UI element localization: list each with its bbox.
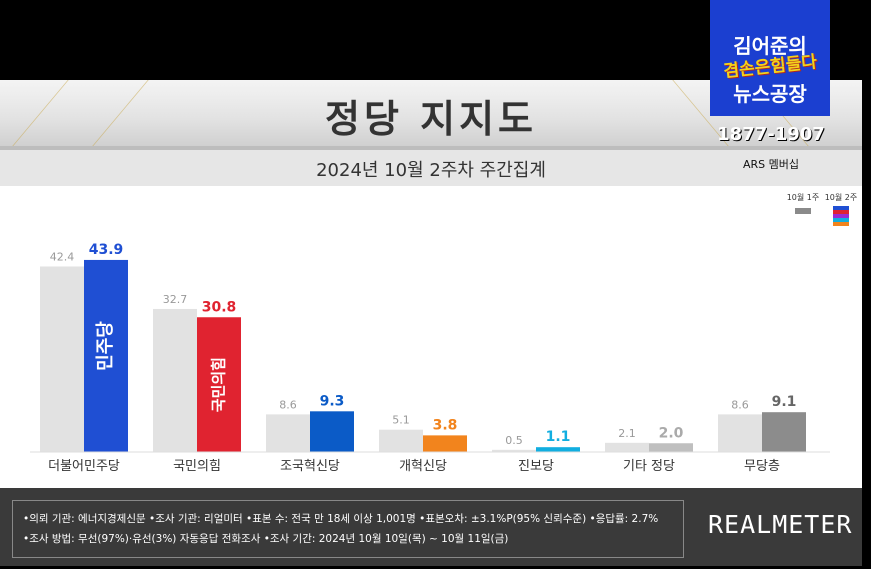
legend-swatch-cur-4 — [833, 222, 849, 226]
bar-cur-6 — [762, 412, 806, 452]
survey-info: •의뢰 기관: 에너지경제신문 •조사 기관: 리얼미터 •표본 수: 전국 만… — [12, 500, 684, 558]
legend-swatch-cur-3 — [833, 218, 849, 222]
tick-label-4: 진보당 — [518, 459, 554, 474]
bar-cur-2 — [310, 411, 354, 452]
bar-prev-3 — [379, 429, 423, 452]
bar-cur-0 — [84, 259, 128, 452]
legend-label-prev: 10월 1주 — [787, 192, 820, 202]
value-cur-2: 9.3 — [320, 393, 345, 409]
legend: 10월 1주 10월 2주 — [787, 192, 858, 226]
tick-label-1: 국민의힘 — [173, 459, 221, 474]
legend-swatch-prev — [795, 208, 811, 214]
value-prev-1: 32.7 — [163, 293, 188, 306]
tick-label-2: 조국혁신당 — [280, 459, 340, 474]
tick-label-5: 기타 정당 — [623, 459, 675, 474]
bar-prev-2 — [266, 414, 310, 452]
value-cur-0: 43.9 — [89, 242, 124, 258]
value-cur-1: 30.8 — [202, 299, 237, 315]
bar-cur-5 — [649, 443, 693, 452]
value-prev-2: 8.6 — [279, 398, 297, 411]
value-prev-4: 0.5 — [505, 434, 523, 447]
tick-label-0: 더불어민주당 — [48, 459, 120, 474]
logo-line1: 김어준의 — [733, 34, 807, 58]
bar-cur-3 — [423, 435, 467, 452]
legend-swatch-cur-2 — [833, 214, 849, 218]
bar-cur-1 — [197, 317, 241, 452]
legend-swatch-cur-0 — [833, 206, 849, 210]
ars-phone-number: 1877-1907 — [717, 124, 825, 145]
logo-line3: 뉴스공장 — [733, 82, 807, 106]
bar-prev-4 — [492, 449, 536, 452]
bar-prev-1 — [153, 308, 197, 452]
value-prev-5: 2.1 — [618, 427, 636, 440]
legend-swatch-cur-1 — [833, 210, 849, 214]
bar-label-0: 민주당 — [95, 321, 116, 371]
value-cur-3: 3.8 — [433, 417, 458, 433]
value-prev-3: 5.1 — [392, 414, 410, 427]
bars: 42.4 43.9 더불어민주당 32.7 30.8 국민의힘 8.6 9.3 조국혁신당 5.1… — [40, 242, 806, 474]
survey-info-line2: •조사 방법: 무선(97%)·유선(3%) 자동응답 전화조사 •조사 기간:… — [23, 533, 509, 545]
tick-label-6: 무당층 — [744, 459, 780, 474]
footer-band — [0, 488, 862, 566]
frame-edge — [862, 0, 871, 569]
value-prev-0: 42.4 — [50, 251, 75, 264]
value-cur-6: 9.1 — [772, 394, 797, 410]
ars-membership-label: ARS 멤버십 — [742, 158, 799, 171]
value-cur-5: 2.0 — [659, 425, 684, 441]
chart-subtitle: 2024년 10월 2주차 주간집계 — [316, 160, 546, 181]
legend-label-cur: 10월 2주 — [825, 192, 858, 202]
chart-title: 정당 지지도 — [324, 97, 538, 141]
bar-prev-0 — [40, 266, 84, 452]
news-factory-logo: 김어준의 겸손은힘들다 뉴스공장 — [710, 0, 830, 116]
survey-info-line1: •의뢰 기관: 에너지경제신문 •조사 기관: 리얼미터 •표본 수: 전국 만… — [23, 513, 659, 525]
tick-label-3: 개혁신당 — [399, 459, 447, 474]
bar-chart: 10월 1주 10월 2주 42.4 43.9 더불어민주당 32.7 30.8 국민의힘 8… — [30, 192, 858, 474]
subtitle-band — [0, 146, 862, 186]
bar-cur-4 — [536, 447, 580, 452]
bar-label-1: 국민의힘 — [210, 357, 228, 412]
bar-prev-6 — [718, 414, 762, 452]
realmeter-logo: REALMETER — [708, 510, 853, 539]
value-prev-6: 8.6 — [731, 398, 749, 411]
value-cur-4: 1.1 — [546, 429, 571, 445]
bar-prev-5 — [605, 442, 649, 452]
